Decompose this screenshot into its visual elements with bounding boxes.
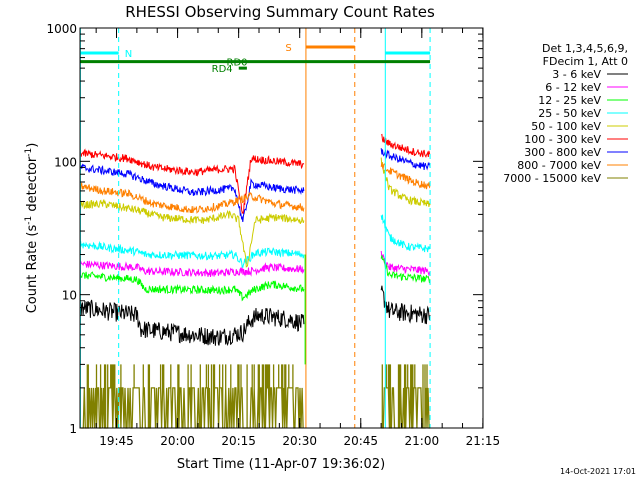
y-axis-label-sup1: -1 xyxy=(24,216,34,225)
y-axis-label-end: ) xyxy=(25,143,40,148)
legend-label-6-12-kev: 6 - 12 keV xyxy=(545,81,601,94)
x-tick-label: 20:15 xyxy=(221,434,256,448)
y-tick-label: 10 xyxy=(62,289,77,303)
legend-header-1: Det 1,3,4,5,6,9, xyxy=(542,42,628,55)
x-tick-label: 20:00 xyxy=(160,434,195,448)
legend-label-25-50-kev: 25 - 50 keV xyxy=(538,107,601,120)
legend-label-50-100-kev: 50 - 100 keV xyxy=(531,120,601,133)
plot-frame xyxy=(79,27,484,429)
series-line-3-6-kev xyxy=(79,299,305,347)
axes: 19:45 20:00 20:15 20:30 20:45 21:00 21:15 1 10 10… xyxy=(46,22,500,448)
series-line-12-25-kev-2 xyxy=(380,255,431,284)
legend-label-800-7000-kev: 800 - 7000 keV xyxy=(517,159,601,172)
flag-label-rd4: RD4 xyxy=(212,64,233,75)
legend-label-100-300-kev: 100 - 300 keV xyxy=(524,133,601,146)
series-line-25-50-kev xyxy=(79,240,305,268)
legend-header-2: FDecim 1, Att 0 xyxy=(543,55,628,68)
y-tick-label: 100 xyxy=(54,155,77,169)
x-tick-label: 20:45 xyxy=(343,434,378,448)
flag-label-n: N xyxy=(125,49,132,60)
y-axis-label-mid: detector xyxy=(25,156,40,216)
legend-label-300-800-kev: 300 - 800 keV xyxy=(524,146,601,159)
series-line-100-300-kev xyxy=(79,148,305,215)
legend: Det 1,3,4,5,6,9, FDecim 1, Att 0 3 - 6 k… xyxy=(503,42,628,185)
series-line-12-25-kev xyxy=(79,271,305,302)
x-axis-label: Start Time (11-Apr-07 19:36:02) xyxy=(177,457,385,472)
y-axis-label: Count Rate (s-1 detector-1) xyxy=(24,143,40,314)
y-axis-label-main: Count Rate (s xyxy=(25,225,40,314)
series-line-50-100-kev xyxy=(79,198,305,268)
y-tick-label: 1 xyxy=(69,422,77,436)
series-line-800-7000-kev-2 xyxy=(380,162,431,190)
legend-label-3-6-kev: 3 - 6 keV xyxy=(552,68,601,81)
y-tick-label: 1000 xyxy=(46,22,77,36)
series-line-25-50-kev-2 xyxy=(380,214,431,253)
series-line-800-7000-kev xyxy=(79,182,305,214)
series-line-300-800-kev xyxy=(79,163,305,222)
legend-label-12-25-kev: 12 - 25 keV xyxy=(538,94,601,107)
series-line-100-300-kev-2 xyxy=(380,133,431,158)
series-line-6-12-kev-2 xyxy=(380,250,431,277)
x-tick-label: 21:15 xyxy=(466,434,501,448)
series-line-6-12-kev xyxy=(79,260,305,277)
y-axis-label-sup2: -1 xyxy=(24,148,34,157)
series-line-3-6-kev-2 xyxy=(380,285,431,325)
x-tick-label: 20:30 xyxy=(282,434,317,448)
series-line-300-800-kev-2 xyxy=(380,148,431,171)
legend-label-7000-15000-kev: 7000 - 15000 keV xyxy=(503,172,601,185)
chart-title: RHESSI Observing Summary Count Rates xyxy=(125,3,435,21)
timestamp: 14-Oct-2021 17:01 xyxy=(560,467,636,476)
x-tick-label: 21:00 xyxy=(405,434,440,448)
x-tick-label: 19:45 xyxy=(99,434,134,448)
flag-label-s: S xyxy=(285,43,291,54)
flag-label-rd0: RD0 xyxy=(227,58,248,69)
series-line-7000-15000-kev-2 xyxy=(381,364,431,429)
series-line-50-100-kev-2 xyxy=(380,157,431,207)
